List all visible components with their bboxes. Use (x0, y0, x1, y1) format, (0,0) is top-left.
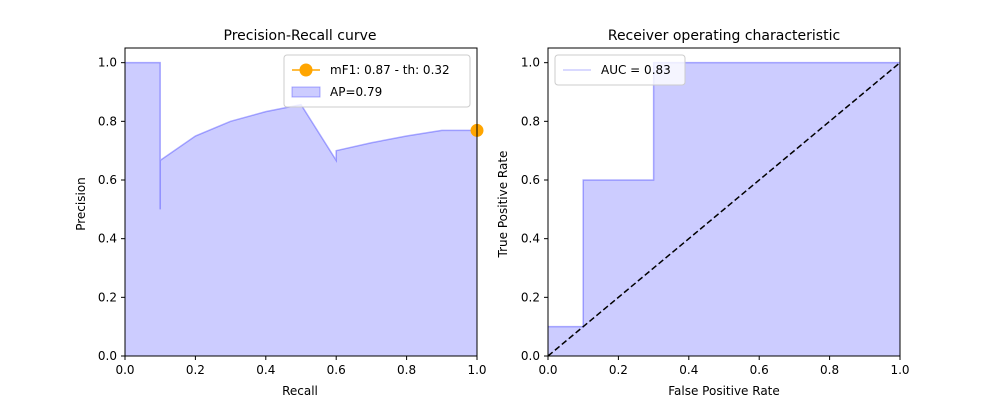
pr-y-tick-label: 1.0 (98, 56, 117, 70)
roc-y-tick-label: 0.2 (521, 290, 540, 304)
pr-y-tick-label: 0.4 (98, 232, 117, 246)
roc-y-tick-label: 0.6 (521, 173, 540, 187)
pr-area-fill (125, 62, 477, 356)
roc-plot-area: 0.0 0.2 0.4 0.6 0.8 1.0 0.0 0.2 0.4 0.6 0.8 1.0 AUC … (521, 47, 910, 377)
roc-x-tick-label: 0.2 (609, 363, 628, 377)
roc-plot-body (548, 61, 900, 356)
roc-x-tick-label: 0.6 (750, 363, 769, 377)
pr-chart-title: Precision-Recall curve (224, 28, 377, 44)
pr-y-axis-label: Precision (74, 177, 88, 231)
pr-x-tick-label: 0.8 (397, 363, 416, 377)
roc-x-tick-label: 1.0 (890, 363, 909, 377)
roc-curve-line (548, 61, 900, 328)
roc-legend-box (554, 54, 686, 86)
pr-x-tick-label: 0.0 (115, 363, 134, 377)
pr-curve-panel: Precision-Recall curve 0.0 0.2 0.4 0.6 0.8 1.… (74, 28, 487, 398)
pr-x-axis-label: Recall (282, 384, 318, 398)
roc-y-axis-label: True Positive Rate (496, 151, 510, 259)
roc-y-tick-label: 0.0 (521, 349, 540, 363)
roc-chart-title: Receiver operating characteristic (608, 28, 840, 44)
pr-legend-box (283, 54, 471, 108)
roc-curve-panel: Receiver operating characteristic 0.0 0.2… (496, 28, 910, 398)
pr-plot-body (125, 61, 477, 356)
pr-y-tick-label: 0.8 (98, 114, 117, 128)
roc-x-tick-label: 0.4 (679, 363, 698, 377)
roc-axes-frame (547, 47, 901, 357)
pr-plot-area: 0.0 0.2 0.4 0.6 0.8 1.0 0.0 0.2 0.4 0.6 0.8 1.0 mF1:… (98, 47, 487, 377)
roc-y-tick-label: 1.0 (521, 56, 540, 70)
pr-axes-frame (124, 47, 478, 357)
pr-x-tick-label: 0.2 (186, 363, 205, 377)
roc-y-tick-label: 0.8 (521, 114, 540, 128)
roc-x-axis-label: False Positive Rate (668, 384, 780, 398)
pr-curve-line (125, 61, 477, 210)
pr-legend-label: mF1: 0.87 - th: 0.32 (330, 63, 450, 77)
pr-legend-label: AP=0.79 (330, 85, 382, 99)
roc-x-tick-label: 0.8 (820, 363, 839, 377)
pr-x-tick-label: 0.4 (256, 363, 275, 377)
pr-legend-fill-swatch (291, 86, 321, 98)
pr-x-tick-label: 1.0 (467, 363, 486, 377)
roc-y-tick-label: 0.4 (521, 232, 540, 246)
pr-y-tick-label: 0.0 (98, 349, 117, 363)
roc-x-tick-label: 0.0 (538, 363, 557, 377)
pr-x-tick-label: 0.6 (327, 363, 346, 377)
roc-chance-diagonal (548, 62, 900, 356)
pr-legend-marker-dot (299, 63, 313, 77)
pr-y-tick-label: 0.2 (98, 290, 117, 304)
roc-legend-label: AUC = 0.83 (601, 63, 671, 77)
pr-y-tick-label: 0.6 (98, 173, 117, 187)
